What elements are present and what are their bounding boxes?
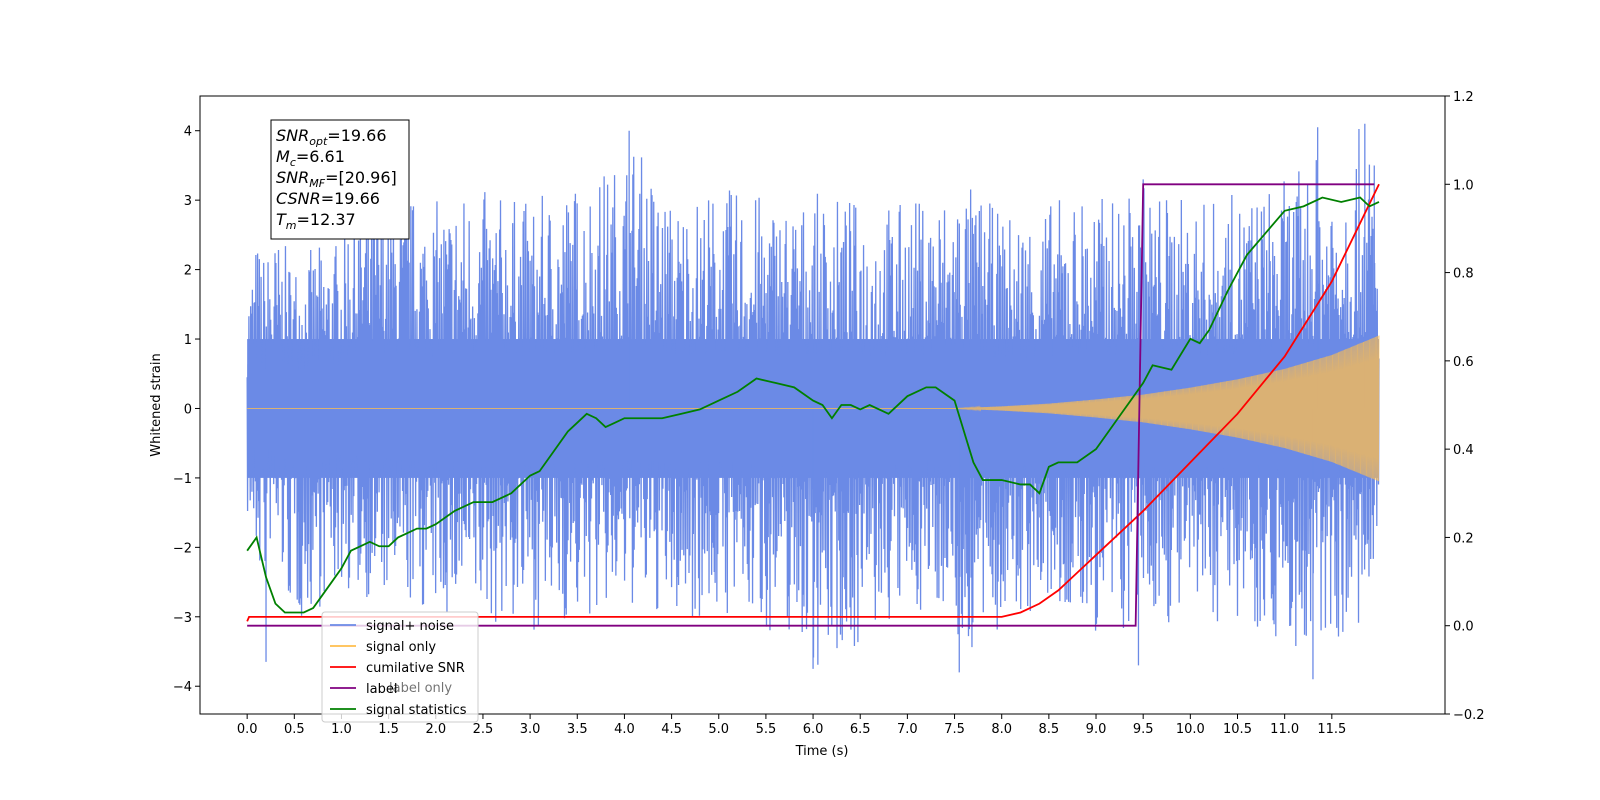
x-tick-label: 9.5: [1133, 722, 1154, 737]
legend: label only signal+ noise signal only cumila…: [321, 611, 479, 723]
y-tick-label: −2: [173, 541, 192, 556]
axes-layer: 0.0 0.5 1.0 1.5 2.0 2.5 3.0 3.5 4.0 4.5 5.0 5.5 6.0 6…: [173, 90, 1485, 737]
y-tick-label: −1: [173, 472, 192, 487]
plot-data-layer: [246, 123, 1380, 680]
y-tick-label: 0: [184, 402, 192, 417]
legend-label: signal statistics: [366, 703, 467, 718]
x-tick-label: 10.0: [1176, 722, 1205, 737]
x-tick-label: 11.0: [1270, 722, 1299, 737]
x-tick-label: 3.0: [520, 722, 541, 737]
y2-tick-label: 1.0: [1453, 178, 1474, 193]
annotation-line: SNRopt=19.66: [276, 126, 387, 148]
x-tick-label: 8.5: [1039, 722, 1060, 737]
x-tick-label: 7.0: [897, 722, 918, 737]
y2-tick-label: 0.2: [1453, 531, 1474, 546]
series-label: [247, 183, 1375, 627]
legend-background-text: label only: [389, 681, 452, 696]
y-axis-label: Whitened strain: [149, 353, 164, 456]
label-line: [247, 183, 1375, 627]
x-tick-label: 1.0: [331, 722, 352, 737]
plot-frame: [199, 95, 1446, 715]
x-tick-label: 9.0: [1086, 722, 1107, 737]
y2-tick-label: 1.2: [1453, 90, 1474, 105]
x-tick-label: 10.5: [1223, 722, 1252, 737]
x-tick-label: 6.5: [850, 722, 871, 737]
series-signal-only: [247, 335, 1380, 482]
y-tick-label: −3: [173, 611, 192, 626]
series-cumulative-snr: [246, 183, 1380, 622]
signal-statistics-line: [246, 196, 1380, 614]
series-signal-statistics: [246, 196, 1380, 614]
x-tick-label: 11.5: [1317, 722, 1346, 737]
x-tick-label: 2.5: [473, 722, 494, 737]
legend-label: signal+ noise: [366, 619, 454, 634]
legend-label: cumilative SNR: [366, 661, 465, 676]
signal-only-line: [247, 335, 1380, 482]
x-tick-label: 5.0: [708, 722, 729, 737]
x-tick-label: 4.0: [614, 722, 635, 737]
y2-tick-label: 0.0: [1453, 620, 1474, 635]
annotation-line: Tm=12.37: [276, 210, 356, 232]
y-tick-label: 3: [184, 194, 192, 209]
x-tick-label: 8.0: [991, 722, 1012, 737]
legend-frame: [321, 611, 479, 723]
y2-tick-label: 0.4: [1453, 443, 1474, 458]
x-tick-label: 7.5: [944, 722, 965, 737]
legend-label: label: [366, 682, 397, 697]
y-tick-label: 4: [184, 125, 192, 140]
x-tick-label: 0.0: [237, 722, 258, 737]
annotation-box-frame: [270, 119, 410, 240]
cumulative-snr-line: [246, 183, 1380, 622]
x-tick-label: 3.5: [567, 722, 588, 737]
x-tick-label: 4.5: [661, 722, 682, 737]
y-tick-label: −4: [173, 680, 192, 695]
annotation-box: SNRopt=19.66Mc=6.61SNRMF=[20.96]CSNR=19.…: [270, 119, 410, 240]
y2-tick-label: −0.2: [1453, 708, 1485, 723]
x-tick-label: 1.5: [378, 722, 399, 737]
annotation-line: SNRMF=[20.96]: [276, 168, 397, 190]
legend-label: signal only: [366, 640, 436, 655]
y2-tick-label: 0.6: [1453, 355, 1474, 370]
y-tick-label: 1: [184, 333, 192, 348]
annotation-line: Mc=6.61: [276, 147, 345, 169]
x-axis-label: Time (s): [795, 744, 849, 759]
x-tick-label: 5.5: [756, 722, 777, 737]
x-tick-label: 2.0: [425, 722, 446, 737]
x-tick-label: 6.0: [803, 722, 824, 737]
y-tick-label: 2: [184, 264, 192, 279]
annotation-line: CSNR=19.66: [276, 189, 380, 208]
y2-tick-label: 0.8: [1453, 267, 1474, 282]
x-tick-label: 0.5: [284, 722, 305, 737]
